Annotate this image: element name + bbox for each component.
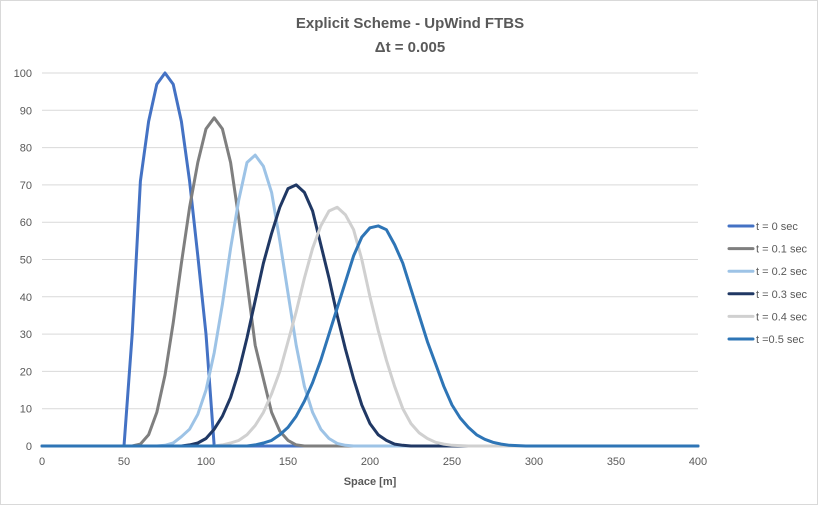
y-tick-label: 40 bbox=[20, 292, 32, 304]
legend-label: t = 0.1 sec bbox=[756, 244, 808, 256]
series-line-0 bbox=[40, 71, 700, 448]
y-tick-label: 100 bbox=[14, 68, 32, 80]
gridlines bbox=[42, 72, 698, 410]
legend-label: t = 0.4 sec bbox=[756, 311, 808, 323]
series-line-4 bbox=[40, 205, 700, 448]
x-tick-label: 0 bbox=[39, 456, 45, 468]
legend-label: t = 0 sec bbox=[756, 221, 798, 233]
x-tick-label: 300 bbox=[525, 456, 543, 468]
x-tick-label: 350 bbox=[607, 456, 625, 468]
x-tick-label: 200 bbox=[361, 456, 379, 468]
x-tick-label: 50 bbox=[118, 456, 130, 468]
axes: 0 10 20 30 40 50 60 70 80 90 100 0 50 100 150 200 250 300… bbox=[14, 68, 708, 468]
x-tick-label: 250 bbox=[443, 456, 461, 468]
y-tick-label: 0 bbox=[26, 441, 32, 453]
y-tick-label: 30 bbox=[20, 329, 32, 341]
series-line-3 bbox=[40, 183, 700, 448]
legend-label: t = 0.3 sec bbox=[756, 289, 808, 301]
legend-label: t = 0.2 sec bbox=[756, 266, 808, 278]
series-line-5 bbox=[40, 224, 700, 448]
legend-label: t =0.5 sec bbox=[756, 334, 805, 346]
series-line-1 bbox=[40, 116, 700, 448]
series-lines bbox=[40, 71, 700, 448]
y-tick-label: 80 bbox=[20, 143, 32, 155]
x-tick-label: 400 bbox=[689, 456, 707, 468]
y-tick-label: 50 bbox=[20, 255, 32, 267]
chart-subtitle: Δt = 0.005 bbox=[375, 39, 445, 56]
y-tick-label: 10 bbox=[20, 404, 32, 416]
chart-title: Explicit Scheme - UpWind FTBS bbox=[296, 15, 524, 32]
y-tick-label: 60 bbox=[20, 217, 32, 229]
legend: t = 0 sec t = 0.1 sec t = 0.2 sec t = 0.3 s… bbox=[727, 221, 808, 346]
y-tick-label: 90 bbox=[20, 105, 32, 117]
y-tick-label: 70 bbox=[20, 180, 32, 192]
series-line-2 bbox=[40, 153, 700, 448]
x-axis-label: Space [m] bbox=[344, 476, 397, 488]
y-tick-label: 20 bbox=[20, 366, 32, 378]
x-tick-label: 100 bbox=[197, 456, 215, 468]
x-tick-label: 150 bbox=[279, 456, 297, 468]
